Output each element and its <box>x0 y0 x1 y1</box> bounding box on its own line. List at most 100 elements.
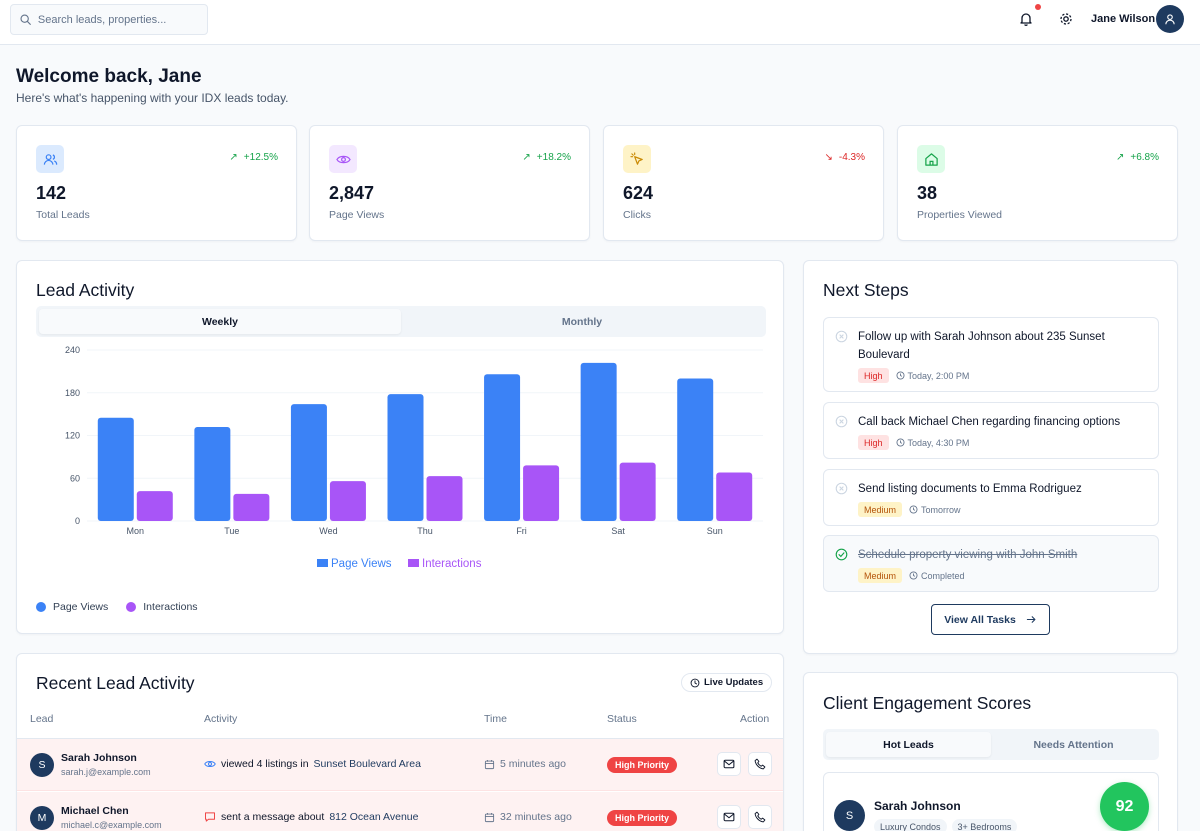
stat-label: Total Leads <box>36 209 90 221</box>
stat-card-total-leads[interactable]: ↗ +12.5% 142 Total Leads <box>16 125 297 241</box>
search-icon <box>20 14 31 25</box>
avatar: S <box>30 753 54 777</box>
task-item-completed[interactable]: Schedule property viewing with John Smit… <box>823 535 1159 592</box>
client-card[interactable]: S Sarah Johnson Luxury Condos 3+ Bedroom… <box>823 772 1159 831</box>
bar-page-views <box>387 394 424 521</box>
stat-label: Properties Viewed <box>917 209 1003 221</box>
activity-link[interactable]: Sunset Boulevard Area <box>313 758 421 770</box>
mail-icon <box>723 812 735 822</box>
eye-icon <box>204 760 216 768</box>
circle-x-icon[interactable] <box>835 330 848 343</box>
stat-delta: ↗ +6.8% <box>1115 152 1159 163</box>
lead-email: michael.c@example.com <box>61 820 162 830</box>
stat-card-clicks[interactable]: ↘ -4.3% 624 Clicks <box>603 125 884 241</box>
gear-icon[interactable] <box>1058 11 1074 27</box>
activity-link[interactable]: 812 Ocean Avenue <box>329 811 419 823</box>
client-name[interactable]: Sarah Johnson <box>874 799 961 813</box>
tab-hot-leads[interactable]: Hot Leads <box>826 732 991 757</box>
arrow-up-right-icon: ↗ <box>522 152 531 163</box>
check-circle-icon[interactable] <box>835 548 848 561</box>
arrow-down-right-icon: ↘ <box>824 152 833 163</box>
stat-delta: ↘ -4.3% <box>824 152 865 163</box>
column-header-status[interactable]: Status <box>607 713 637 725</box>
task-text: Schedule property viewing with John Smit… <box>858 549 1078 561</box>
bar-interactions <box>329 481 366 521</box>
legend-item-page-views[interactable]: Page Views <box>36 601 108 613</box>
search-box[interactable] <box>10 4 208 35</box>
lead-name[interactable]: Michael Chen <box>61 805 129 817</box>
tab-monthly[interactable]: Monthly <box>561 315 603 328</box>
legend-item-interactions[interactable]: Interactions <box>126 601 198 613</box>
priority-badge: Medium <box>858 502 903 517</box>
time-text: 5 minutes ago <box>500 758 566 770</box>
next-steps-title: Next Steps <box>823 280 909 300</box>
live-updates-badge[interactable]: Live Updates <box>681 673 773 692</box>
table-row[interactable]: M Michael Chen michael.c@example.com sen… <box>17 792 783 831</box>
users-icon <box>43 153 57 165</box>
task-item[interactable]: Call back Michael Chen regarding financi… <box>823 402 1159 459</box>
circle-x-icon[interactable] <box>835 482 848 495</box>
legend-dot <box>36 602 46 612</box>
column-header-activity[interactable]: Activity <box>204 713 238 725</box>
stat-card-page-views[interactable]: ↗ +18.2% 2,847 Page Views <box>309 125 590 241</box>
task-meta: Medium Tomorrow <box>858 502 961 517</box>
task-item[interactable]: Follow up with Sarah Johnson about 235 S… <box>823 317 1159 392</box>
priority-badge: High <box>858 435 889 450</box>
tab-needs-attention[interactable]: Needs Attention <box>1033 738 1114 751</box>
bar-page-views <box>194 426 231 521</box>
client-tags: Luxury Condos 3+ Bedrooms <box>874 819 1018 831</box>
email-button[interactable] <box>717 805 741 829</box>
activity-text: sent a message about <box>221 811 325 823</box>
phone-icon <box>754 811 766 823</box>
email-button[interactable] <box>717 752 741 776</box>
stat-delta: ↗ +18.2% <box>522 152 571 163</box>
call-button[interactable] <box>748 752 772 776</box>
column-header-lead[interactable]: Lead <box>30 713 54 725</box>
clock-icon <box>896 371 905 380</box>
task-text: Call back Michael Chen regarding financi… <box>858 416 1121 428</box>
task-when-text: Tomorrow <box>921 504 961 515</box>
mail-icon <box>723 759 735 769</box>
activity-cell: sent a message about 812 Ocean Avenue <box>204 811 418 823</box>
view-all-label: View All Tasks <box>944 613 1016 626</box>
phone-icon <box>754 758 766 770</box>
column-header-time[interactable]: Time <box>484 713 507 725</box>
stat-card-properties-viewed[interactable]: ↗ +6.8% 38 Properties Viewed <box>897 125 1178 241</box>
view-all-tasks-button[interactable]: View All Tasks <box>931 604 1050 635</box>
legend-dot <box>126 602 137 612</box>
task-when: Completed <box>909 571 965 581</box>
legend-label: Page Views <box>53 601 109 613</box>
bell-icon[interactable] <box>1018 11 1034 27</box>
message-icon <box>205 812 215 822</box>
user-name[interactable]: Jane Wilson <box>1091 13 1156 25</box>
stat-value: 38 <box>917 183 938 203</box>
clock-icon <box>690 678 700 687</box>
y-tick-label: 0 <box>75 516 80 526</box>
table-row[interactable]: S Sarah Johnson sarah.j@example.com view… <box>17 739 783 791</box>
task-when: Today, 2:00 PM <box>896 370 970 381</box>
tab-weekly[interactable]: Weekly <box>39 309 401 334</box>
clock-icon <box>909 505 918 514</box>
lead-activity-tabs: Weekly Monthly <box>36 306 766 337</box>
engagement-tabs: Hot Leads Needs Attention <box>823 729 1159 760</box>
page-title: Welcome back, Jane <box>16 66 202 87</box>
x-tick-label: Wed <box>319 526 337 536</box>
lead-activity-card: Lead Activity Weekly Monthly 0 60 120 180 24… <box>16 260 784 634</box>
engagement-score-badge: 92 <box>1100 782 1149 831</box>
lead-email: sarah.j@example.com <box>61 767 151 777</box>
task-when-text: Today, 2:00 PM <box>907 370 970 381</box>
bar-page-views <box>290 404 327 521</box>
circle-x-icon[interactable] <box>835 415 848 428</box>
call-button[interactable] <box>748 805 772 829</box>
stat-label: Clicks <box>623 209 651 221</box>
priority-badge: Medium <box>858 568 903 583</box>
bar-interactions <box>523 465 560 521</box>
column-header-action[interactable]: Action <box>740 713 770 725</box>
avatar[interactable] <box>1156 5 1184 33</box>
search-input[interactable] <box>37 13 207 26</box>
time-text: 32 minutes ago <box>500 811 572 823</box>
lead-name[interactable]: Sarah Johnson <box>61 752 137 764</box>
x-tick-label: Sun <box>707 526 723 536</box>
bar-page-views <box>484 374 521 521</box>
task-item[interactable]: Send listing documents to Emma Rodriguez… <box>823 469 1159 526</box>
